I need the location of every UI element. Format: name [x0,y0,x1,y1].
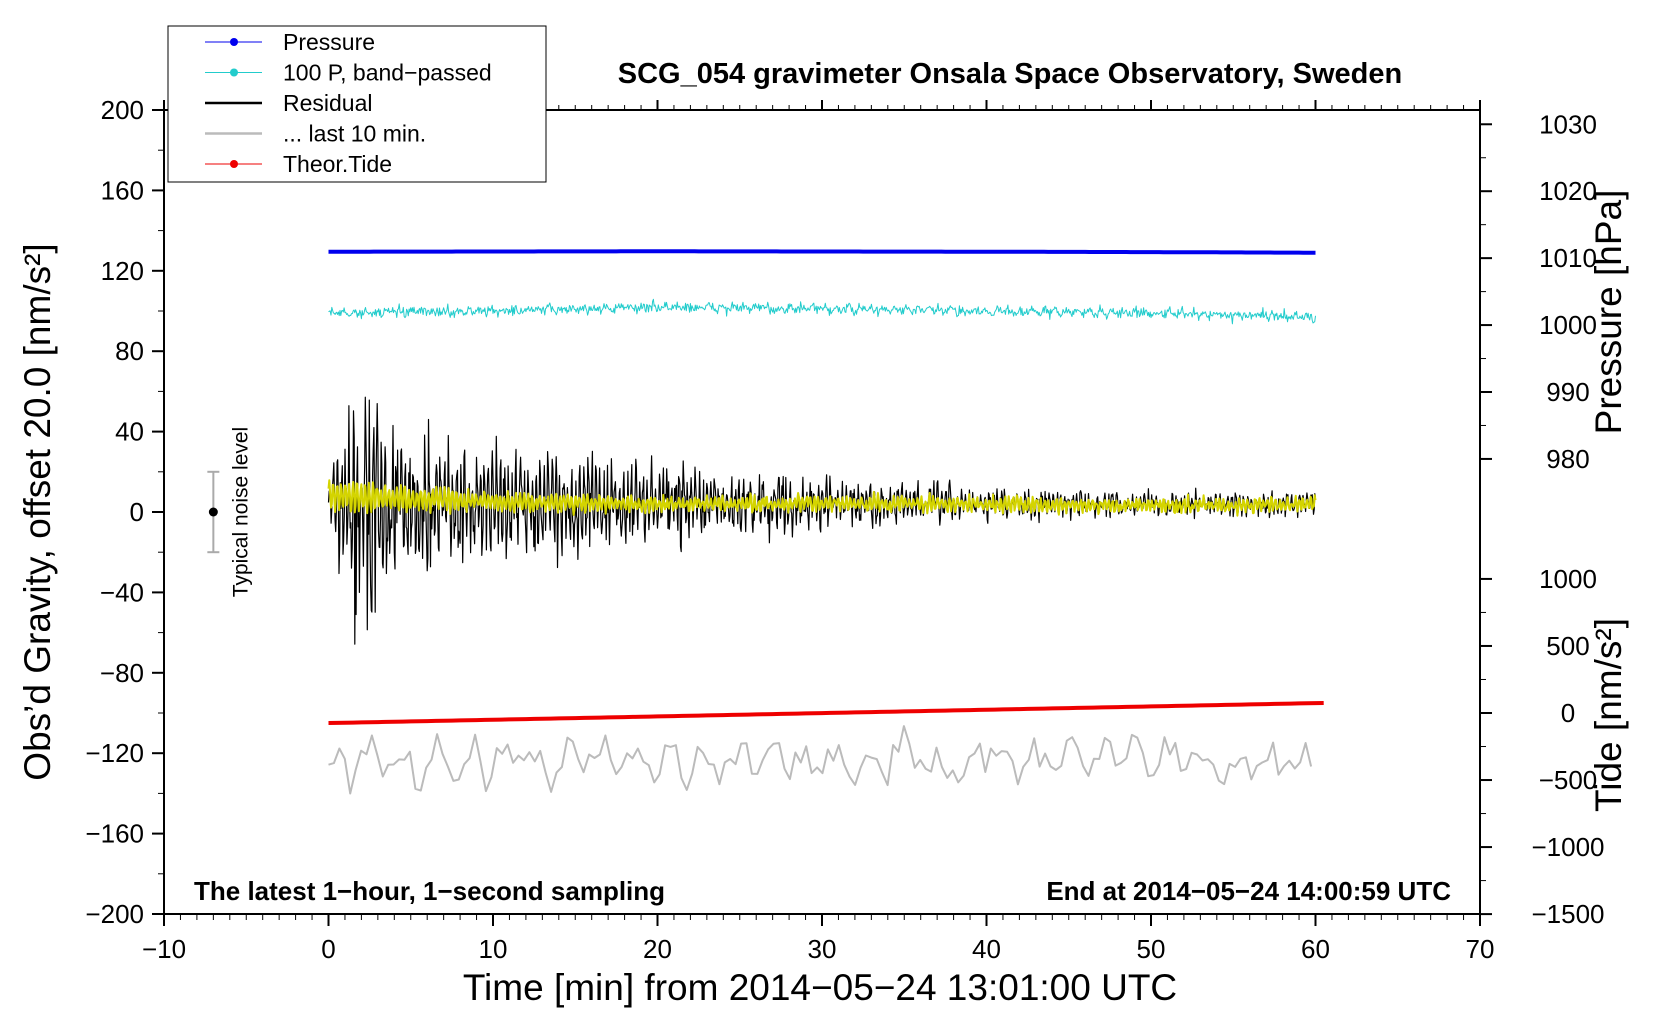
pressure-axis-label: Pressure [hPa] [1588,190,1629,435]
y-axis-label: Obs’d Gravity, offset 20.0 [nm/s²] [17,243,58,780]
legend-marker [230,160,238,168]
tide-tick-label: 500 [1546,631,1589,661]
x-tick-label: 70 [1466,934,1495,964]
series-residual [327,396,1317,645]
pressure-tick-label: 1030 [1539,109,1597,139]
x-tick-label: −10 [142,934,186,964]
plot-frame [163,109,1481,915]
noise-bar-point [208,507,218,517]
tide-tick-label: 1000 [1539,564,1597,594]
legend-label: ... last 10 min. [283,121,426,147]
x-tick-label: 0 [321,934,335,964]
legend-label: Theor.Tide [283,151,392,177]
x-tick-label: 20 [643,934,672,964]
y-tick-label: −40 [100,577,144,607]
y-tick-label: −160 [85,819,144,849]
x-tick-label: 60 [1301,934,1330,964]
y-tick-label: 160 [101,175,144,205]
y-tick-label: −80 [100,658,144,688]
x-tick-label: 10 [479,934,508,964]
series-pressure [328,249,1316,255]
chart-title: SCG_054 gravimeter Onsala Space Observat… [618,58,1402,90]
legend-label: Residual [283,90,373,116]
tide-tick-label: −1500 [1531,899,1604,929]
pressure-tick-label: 980 [1546,444,1589,474]
annotation-end-time: End at 2014−05−24 14:00:59 UTC [1046,876,1451,906]
y-tick-label: −200 [85,899,144,929]
series-layer [327,249,1324,795]
tide-tick-label: −500 [1539,765,1598,795]
y-tick-label: 200 [101,95,144,125]
x-tick-label: 30 [808,934,837,964]
tide-tick-label: −1000 [1531,832,1604,862]
ticks-layer: −10 0 10 20 30 40 50 60 7020016012080400−40−80−1… [85,95,1604,964]
pressure-tick-label: 1020 [1539,176,1597,206]
x-tick-label: 40 [972,934,1001,964]
annotation-sampling: The latest 1−hour, 1−second sampling [194,876,665,906]
pressure-tick-label: 1010 [1539,243,1597,273]
noise-bar: Typical noise level [207,427,252,597]
series-residual-filtered [327,479,1317,517]
y-tick-label: −120 [85,738,144,768]
legend-marker [230,68,238,77]
tide-tick-label: 0 [1561,698,1575,728]
series-last-10-min [328,725,1313,795]
y-tick-label: 120 [101,256,144,286]
noise-bar-label: Typical noise level [229,427,252,597]
tide-axis-label: Tide [nm/s²] [1588,618,1629,812]
y-tick-label: 0 [130,497,144,527]
pressure-tick-label: 1000 [1539,310,1597,340]
series-band-passed [328,298,1316,325]
legend: Pressure 100 P, band−passed Residual ... la… [167,25,547,183]
legend-label: 100 P, band−passed [283,60,492,86]
x-axis-label: Time [min] from 2014−05−24 13:01:00 UTC [463,967,1177,1008]
x-tick-label: 50 [1137,934,1166,964]
series-theor-tide [328,701,1324,725]
y-tick-label: 40 [115,417,144,447]
legend-marker [230,38,238,46]
pressure-tick-label: 990 [1546,377,1589,407]
legend-items: Pressure 100 P, band−passed Residual ... la… [205,29,492,177]
y-tick-label: 80 [115,336,144,366]
legend-label: Pressure [283,29,375,55]
